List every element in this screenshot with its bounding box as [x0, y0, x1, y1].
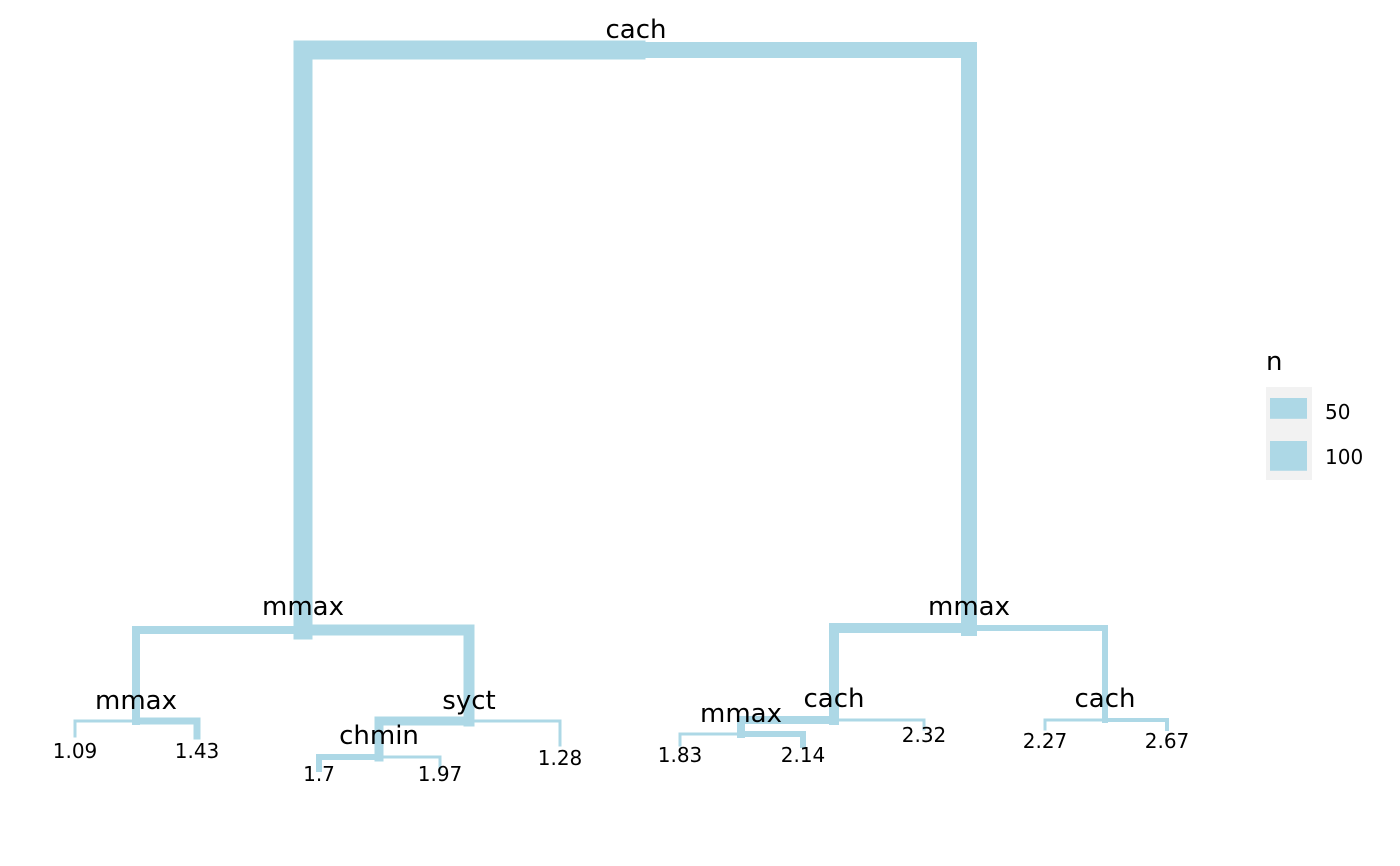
leaf-label-l9: 2.27: [1023, 729, 1068, 753]
legend-key-50: [1270, 398, 1307, 419]
node-label-n8: cach: [1074, 684, 1135, 714]
leaf-label-l10: 2.67: [1145, 729, 1190, 753]
node-label-n6: chmin: [339, 721, 419, 751]
leaf-label-l7: 2.14: [781, 743, 826, 767]
leaf-label-l6: 1.83: [658, 743, 703, 767]
node-label-n3: mmax: [928, 592, 1010, 622]
tree-labels: cach mmax mmax mmax syct chmin cach cach mmax 1.0…: [53, 15, 1190, 786]
leaf-label-l5: 1.28: [538, 746, 583, 770]
node-label-n2: mmax: [262, 592, 344, 622]
legend-label-100: 100: [1325, 445, 1363, 469]
node-label-n4: mmax: [95, 686, 177, 716]
leaf-label-l1: 1.09: [53, 739, 98, 763]
node-label-n9: mmax: [700, 699, 782, 729]
leaf-label-l4: 1.97: [418, 762, 463, 786]
legend: n 50 100: [1266, 347, 1363, 480]
node-label-n1: cach: [605, 15, 666, 45]
node-label-n7: cach: [803, 684, 864, 714]
legend-title: n: [1266, 347, 1282, 377]
leaf-label-l2: 1.43: [175, 739, 220, 763]
legend-label-50: 50: [1325, 400, 1350, 424]
tree-edges: [73, 40, 1169, 772]
legend-key-100: [1270, 441, 1307, 471]
node-label-n5: syct: [442, 686, 495, 716]
leaf-label-l3: 1.7: [303, 762, 335, 786]
leaf-label-l8: 2.32: [902, 723, 947, 747]
